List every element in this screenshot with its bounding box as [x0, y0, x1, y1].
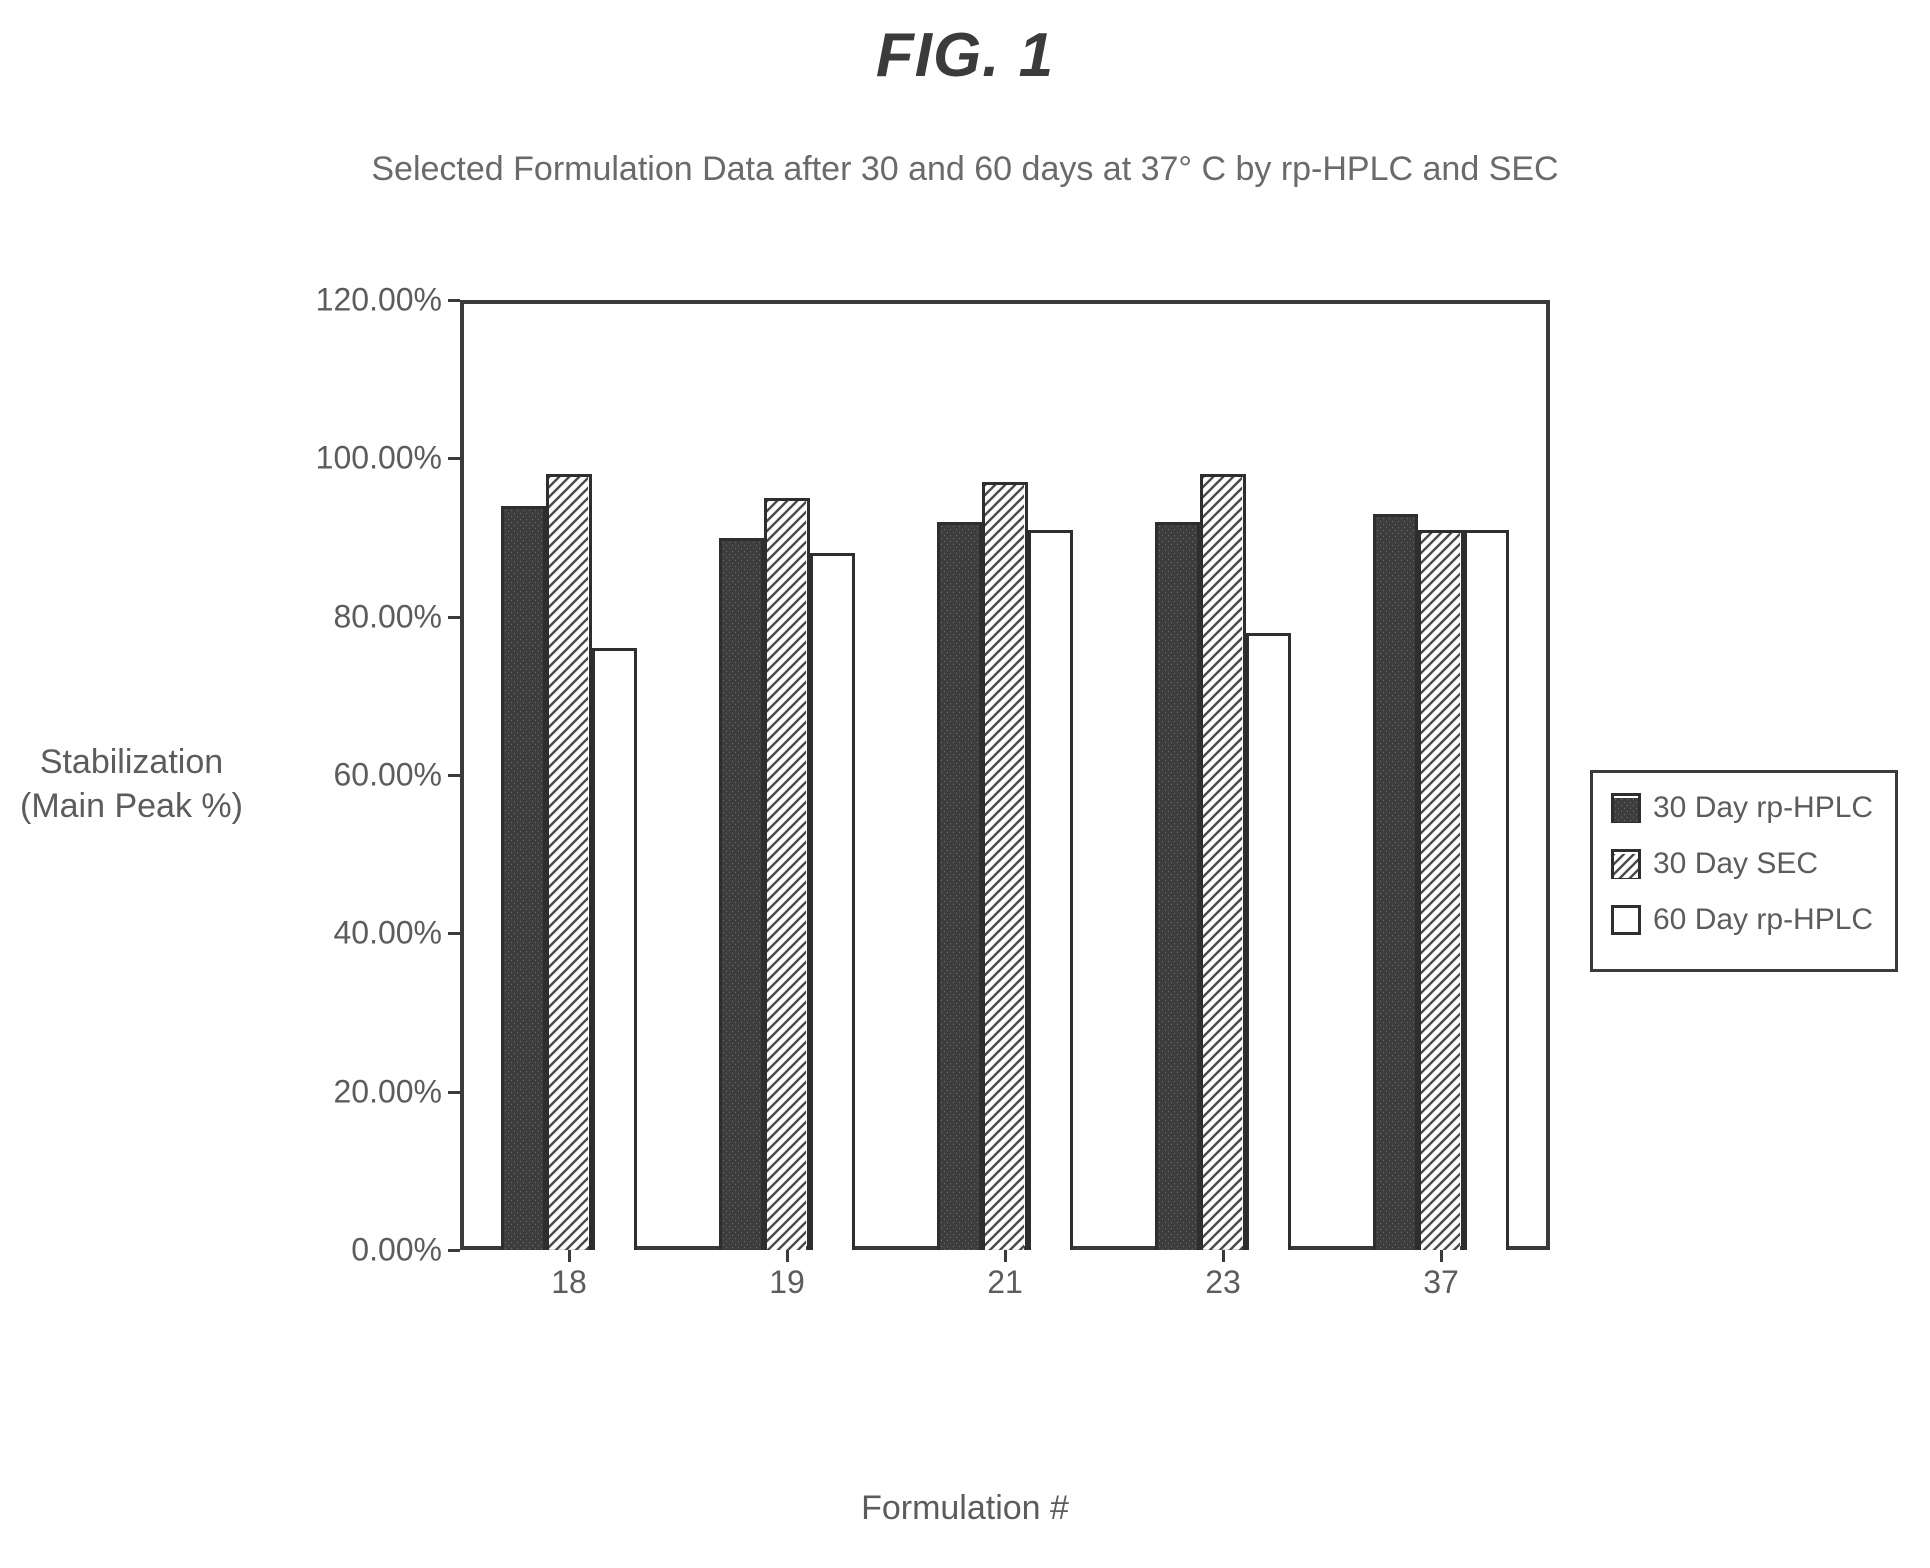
plot-wrap: 0.00%20.00%40.00%60.00%80.00%100.00%120.…	[300, 300, 1580, 1330]
legend-label: 60 Day rp-HPLC	[1653, 903, 1873, 937]
bar	[501, 506, 546, 1250]
bar	[592, 648, 637, 1250]
bar	[1028, 530, 1073, 1250]
bar	[1155, 522, 1200, 1250]
bar	[810, 553, 855, 1250]
bar	[1373, 514, 1418, 1250]
legend: 30 Day rp-HPLC 30 Day SEC 60 Day rp-HPLC	[1590, 770, 1898, 972]
ytick-label: 40.00%	[333, 915, 460, 952]
ytick-label: 80.00%	[333, 598, 460, 635]
xtick-label: 19	[769, 1250, 805, 1301]
legend-label: 30 Day SEC	[1653, 847, 1818, 881]
ytick-label: 20.00%	[333, 1073, 460, 1110]
bar	[982, 482, 1027, 1250]
legend-swatch	[1611, 793, 1641, 823]
bar	[1246, 633, 1291, 1251]
x-axis-label: Formulation #	[0, 1489, 1930, 1528]
legend-item: 60 Day rp-HPLC	[1611, 903, 1873, 937]
legend-item: 30 Day SEC	[1611, 847, 1873, 881]
bar	[1418, 530, 1463, 1250]
y-axis-label: Stabilization (Main Peak %)	[20, 740, 243, 828]
plot-area: 0.00%20.00%40.00%60.00%80.00%100.00%120.…	[460, 300, 1550, 1250]
bar	[546, 474, 591, 1250]
bar	[719, 538, 764, 1251]
bar	[764, 498, 809, 1250]
figure-title: FIG. 1	[0, 20, 1930, 91]
legend-swatch	[1611, 849, 1641, 879]
xtick-label: 21	[987, 1250, 1023, 1301]
ytick-label: 100.00%	[316, 440, 460, 477]
bar	[1200, 474, 1245, 1250]
bar	[937, 522, 982, 1250]
xtick-label: 23	[1205, 1250, 1241, 1301]
bar	[1464, 530, 1509, 1250]
ytick-label: 0.00%	[351, 1232, 460, 1269]
xtick-label: 37	[1423, 1250, 1459, 1301]
chart-subtitle: Selected Formulation Data after 30 and 6…	[0, 150, 1930, 189]
page: FIG. 1 Selected Formulation Data after 3…	[0, 0, 1930, 1568]
ytick-label: 120.00%	[316, 282, 460, 319]
ytick-label: 60.00%	[333, 757, 460, 794]
legend-item: 30 Day rp-HPLC	[1611, 791, 1873, 825]
xtick-label: 18	[551, 1250, 587, 1301]
y-axis-label-line2: (Main Peak %)	[20, 784, 243, 828]
legend-swatch	[1611, 905, 1641, 935]
y-axis-label-line1: Stabilization	[20, 740, 243, 784]
legend-label: 30 Day rp-HPLC	[1653, 791, 1873, 825]
